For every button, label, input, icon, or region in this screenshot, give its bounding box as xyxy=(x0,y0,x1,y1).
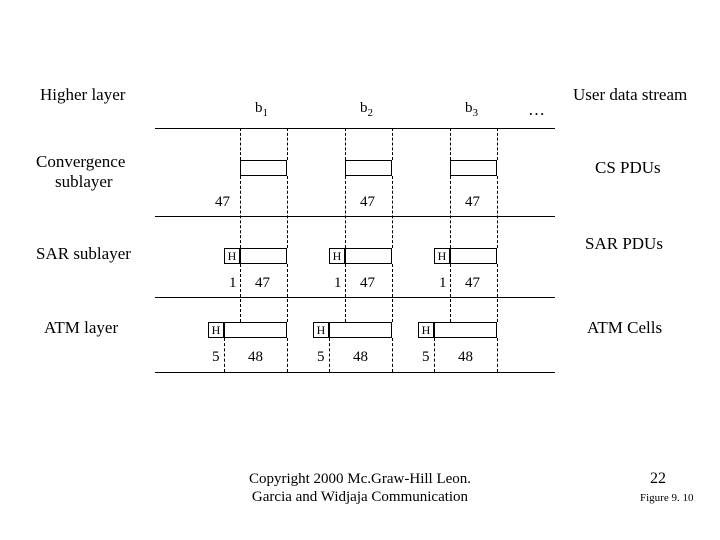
sar-payload-box xyxy=(240,248,287,264)
guide xyxy=(497,128,498,160)
atm-payload-size-label: 48 xyxy=(458,349,473,366)
guide xyxy=(497,176,498,248)
cs-size-label: 47 xyxy=(360,194,375,211)
separator-2 xyxy=(155,216,555,217)
sar-sublayer-label: SAR sublayer xyxy=(36,244,131,264)
atm-payload-box xyxy=(329,322,392,338)
guide xyxy=(434,338,435,372)
guide xyxy=(345,264,346,322)
sar-header-size-label: 1 xyxy=(229,275,237,292)
guide xyxy=(287,264,288,322)
guide xyxy=(450,128,451,160)
ellipsis-label: … xyxy=(528,100,545,120)
guide xyxy=(450,176,451,248)
cs-size-label: 47 xyxy=(465,194,480,211)
atm-layer-label: ATM layer xyxy=(44,318,118,338)
convergence-sublayer-label-line1: Convergence xyxy=(36,152,125,172)
page-number: 22 xyxy=(650,470,666,488)
atm-cells-label: ATM Cells xyxy=(587,318,662,338)
atm-payload-box xyxy=(224,322,287,338)
guide xyxy=(392,264,393,322)
sar-payload-box xyxy=(450,248,497,264)
sar-payload-size-label: 47 xyxy=(360,275,375,292)
guide xyxy=(450,264,451,322)
b2-label: b2 xyxy=(360,100,373,119)
atm-header-size-label: 5 xyxy=(422,349,430,366)
guide xyxy=(240,176,241,248)
atm-payload-size-label: 48 xyxy=(248,349,263,366)
guide xyxy=(497,264,498,322)
b1-label: b1 xyxy=(255,100,268,119)
guide xyxy=(497,338,498,372)
guide xyxy=(287,338,288,372)
sar-header-box: H xyxy=(434,248,450,264)
cs-size-label: 47 xyxy=(215,194,230,211)
guide xyxy=(287,176,288,248)
sar-payload-size-label: 47 xyxy=(465,275,480,292)
cs-pdu-box xyxy=(345,160,392,176)
atm-header-size-label: 5 xyxy=(212,349,220,366)
sar-header-box: H xyxy=(329,248,345,264)
guide xyxy=(329,338,330,372)
convergence-sublayer-label-line2: sublayer xyxy=(55,172,113,192)
figure-number: Figure 9. 10 xyxy=(640,492,693,504)
cs-pdu-box xyxy=(240,160,287,176)
sar-header-box: H xyxy=(224,248,240,264)
sar-header-size-label: 1 xyxy=(334,275,342,292)
guide xyxy=(287,128,288,160)
user-data-stream-label: User data stream xyxy=(573,85,687,105)
atm-header-box: H xyxy=(313,322,329,338)
atm-payload-box xyxy=(434,322,497,338)
guide xyxy=(240,128,241,160)
guide xyxy=(224,338,225,372)
separator-3 xyxy=(155,297,555,298)
higher-layer-label: Higher layer xyxy=(40,85,125,105)
guide xyxy=(345,128,346,160)
copyright-line2: Garcia and Widjaja Communication xyxy=(0,488,720,507)
guide xyxy=(240,264,241,322)
guide xyxy=(392,128,393,160)
guide xyxy=(392,338,393,372)
guide xyxy=(345,176,346,248)
sar-header-size-label: 1 xyxy=(439,275,447,292)
cs-pdus-label: CS PDUs xyxy=(595,158,661,178)
atm-payload-size-label: 48 xyxy=(353,349,368,366)
b3-label: b3 xyxy=(465,100,478,119)
atm-header-box: H xyxy=(418,322,434,338)
atm-header-box: H xyxy=(208,322,224,338)
separator-1 xyxy=(155,128,555,129)
sar-pdus-label: SAR PDUs xyxy=(585,234,663,254)
copyright-line1: Copyright 2000 Mc.Graw-Hill Leon. xyxy=(0,470,720,489)
guide xyxy=(392,176,393,248)
sar-payload-size-label: 47 xyxy=(255,275,270,292)
separator-4 xyxy=(155,372,555,373)
sar-payload-box xyxy=(345,248,392,264)
atm-header-size-label: 5 xyxy=(317,349,325,366)
cs-pdu-box xyxy=(450,160,497,176)
